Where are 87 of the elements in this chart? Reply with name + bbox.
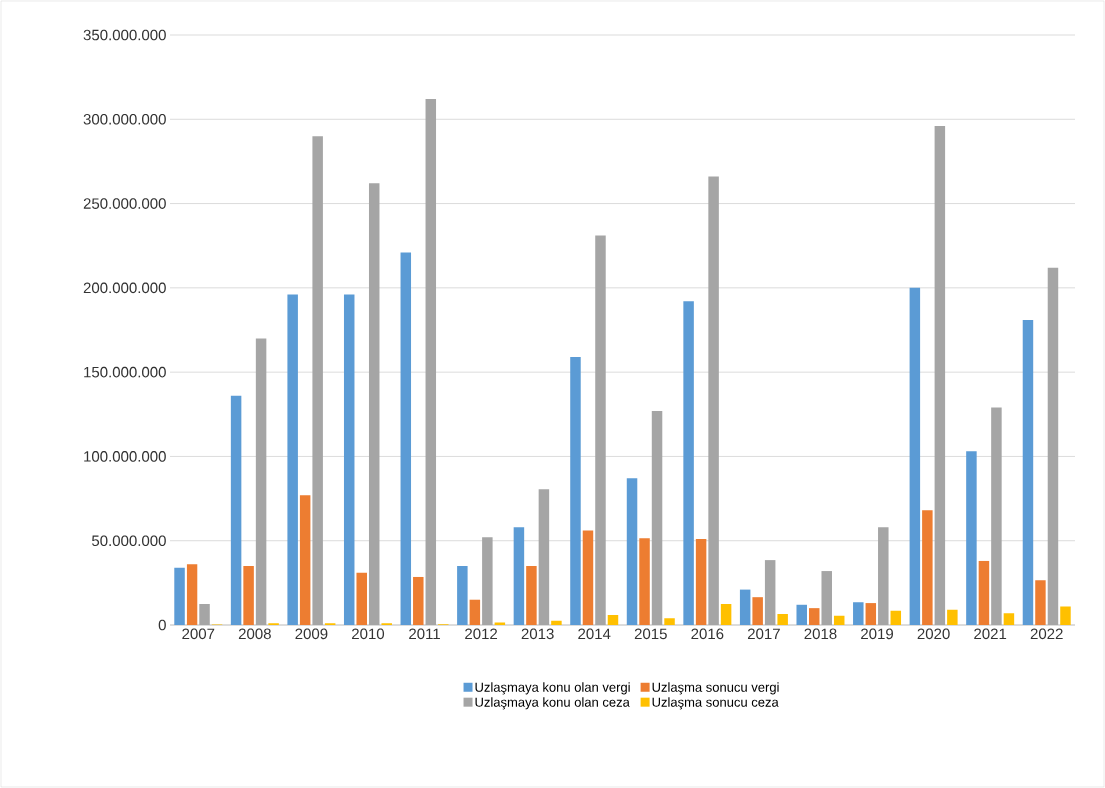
bar <box>513 527 525 625</box>
bar <box>651 410 663 625</box>
y-tick-label: 0 <box>158 619 166 631</box>
bar <box>683 301 694 625</box>
bar <box>1060 606 1071 625</box>
bar <box>482 537 493 625</box>
legend-label: Uzlaşma sonucu vergi <box>652 682 779 695</box>
x-tick-label: 2008 <box>238 628 271 640</box>
x-tick-label: 2009 <box>295 628 328 640</box>
bar <box>708 176 719 625</box>
bar <box>299 495 311 625</box>
bar <box>551 620 562 625</box>
legend-label: Uzlaşma sonucu ceza <box>652 697 779 710</box>
bar <box>978 560 990 625</box>
x-tick-label: 2012 <box>465 628 498 640</box>
bar <box>720 603 732 625</box>
bar <box>1003 613 1015 625</box>
x-tick-label: 2018 <box>804 628 837 640</box>
y-tick-label: 100.000.000 <box>84 451 166 462</box>
bar <box>255 338 267 625</box>
bar <box>199 603 210 625</box>
bar <box>821 571 832 625</box>
bar <box>808 608 820 625</box>
bar <box>469 599 481 625</box>
bar <box>607 614 619 625</box>
x-tick-label: 2011 <box>409 628 440 640</box>
bar <box>764 560 776 625</box>
x-tick-label: 2014 <box>578 628 611 640</box>
bar <box>186 564 198 625</box>
bar <box>570 356 581 625</box>
bar <box>400 252 412 625</box>
bar <box>243 566 254 625</box>
bar <box>639 538 650 625</box>
x-tick-label: 2017 <box>747 628 780 640</box>
bar <box>356 572 367 625</box>
bar <box>966 451 977 625</box>
bar <box>626 478 638 625</box>
y-tick-label: 50.000.000 <box>91 535 166 547</box>
bar <box>664 618 675 625</box>
x-tick-label: 2010 <box>352 628 385 640</box>
bar <box>934 126 946 625</box>
bar <box>526 566 537 625</box>
bar <box>1022 319 1034 625</box>
legend-label: Uzlaşmaya konu olan ceza <box>475 697 630 710</box>
bar <box>595 235 606 625</box>
bar <box>777 614 788 625</box>
bar <box>174 567 185 625</box>
bar <box>425 99 437 625</box>
bar <box>230 395 242 625</box>
bar <box>796 604 807 625</box>
bar <box>287 294 298 625</box>
x-tick-label: 2022 <box>1030 628 1063 640</box>
y-tick-label: 300.000.000 <box>83 113 166 125</box>
y-tick-label: 150.000.000 <box>84 366 166 378</box>
bar <box>890 610 902 625</box>
bar <box>739 589 751 625</box>
bar <box>833 615 845 625</box>
bar <box>368 183 380 625</box>
bar <box>312 136 323 625</box>
bar <box>853 602 864 625</box>
x-tick-label: 2020 <box>917 628 950 640</box>
bar <box>947 609 958 625</box>
bar <box>878 527 889 625</box>
x-tick-label: 2019 <box>861 628 893 640</box>
bar <box>343 294 355 625</box>
bar <box>538 489 550 625</box>
bar <box>1035 580 1046 625</box>
legend-label: Uzlaşmaya konu olan vergi <box>475 682 630 695</box>
bar <box>909 287 921 625</box>
bar <box>695 539 707 625</box>
bar <box>922 510 933 625</box>
bar <box>413 576 424 625</box>
y-tick-label: 200.000.000 <box>83 282 166 294</box>
bar <box>582 530 594 625</box>
bar <box>457 566 468 625</box>
x-tick-label: 2015 <box>634 628 667 640</box>
x-tick-label: 2013 <box>521 628 554 640</box>
y-tick-label: 350.000.000 <box>83 29 166 41</box>
bar <box>1047 267 1059 625</box>
bar <box>752 597 763 625</box>
bar <box>991 407 1002 625</box>
y-tick-label: 250.000.000 <box>83 198 166 209</box>
bar <box>494 622 506 625</box>
x-tick-label: 2016 <box>691 628 724 640</box>
x-tick-label: 2021 <box>974 628 1007 640</box>
x-tick-label: 2007 <box>182 628 215 640</box>
bar <box>865 603 877 625</box>
